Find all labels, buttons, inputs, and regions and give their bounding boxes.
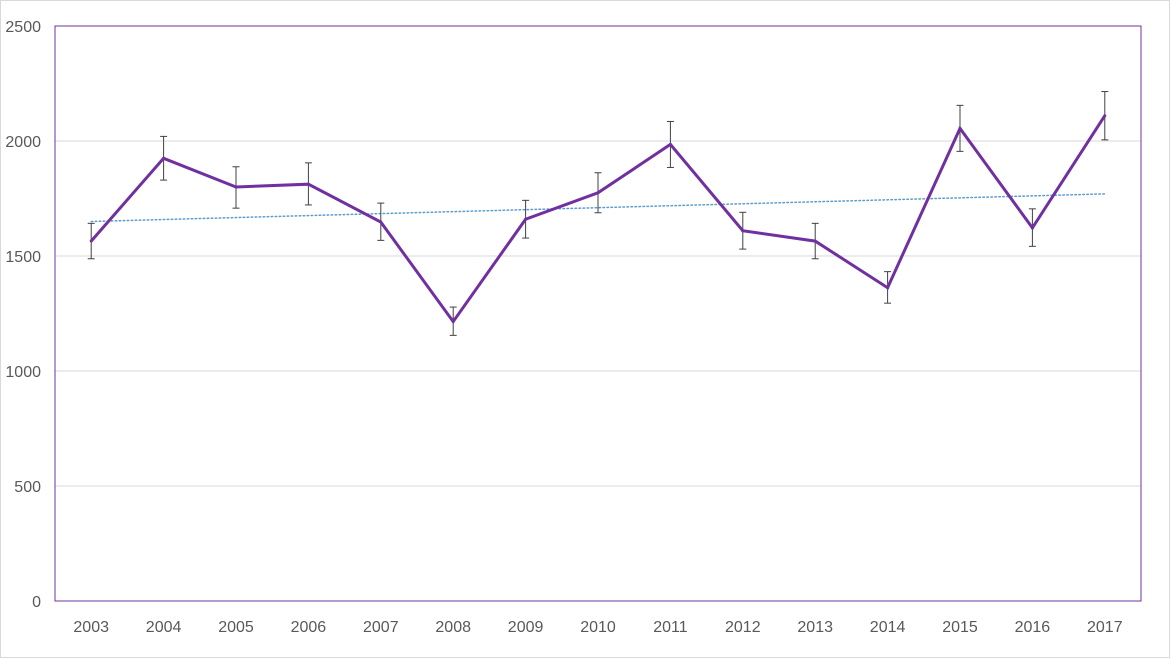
y-tick-label-2000: 2000 xyxy=(5,134,41,151)
y-tick-label-1000: 1000 xyxy=(5,364,41,381)
data-point-2005 xyxy=(234,185,238,189)
data-point-2014 xyxy=(886,286,890,290)
y-tick-label-2500: 2500 xyxy=(5,19,41,36)
error-bars-layer xyxy=(87,91,1109,336)
x-tick-label-2003: 2003 xyxy=(73,619,109,636)
x-tick-label-2007: 2007 xyxy=(363,619,399,636)
x-tick-label-2006: 2006 xyxy=(291,619,327,636)
data-point-2013 xyxy=(813,239,817,243)
y-axis-tick-labels: 0 500 1000 1500 2000 2500 xyxy=(5,19,41,611)
x-axis-tick-labels: 2003 2004 2005 2006 2007 2008 2009 2010 2011 2012… xyxy=(73,619,1122,636)
y-tick-label-500: 500 xyxy=(14,479,41,496)
data-point-2010 xyxy=(596,191,600,195)
x-tick-label-2004: 2004 xyxy=(146,619,182,636)
gridlines xyxy=(55,25,1141,487)
data-point-2016 xyxy=(1030,226,1034,230)
x-tick-label-2005: 2005 xyxy=(218,619,254,636)
x-tick-label-2016: 2016 xyxy=(1015,619,1051,636)
data-point-2007 xyxy=(379,220,383,224)
x-tick-label-2008: 2008 xyxy=(435,619,471,636)
x-tick-label-2017: 2017 xyxy=(1087,619,1123,636)
series-line xyxy=(90,114,1107,325)
plot-area-border xyxy=(54,25,1142,602)
y-tick-label-1500: 1500 xyxy=(5,249,41,266)
x-tick-label-2013: 2013 xyxy=(797,619,833,636)
y-tick-label-0: 0 xyxy=(32,594,41,611)
data-point-2003 xyxy=(89,239,93,243)
x-tick-label-2015: 2015 xyxy=(942,619,978,636)
data-point-2015 xyxy=(958,126,962,130)
trendline-layer xyxy=(90,193,1106,223)
data-point-2006 xyxy=(306,182,310,186)
data-point-2009 xyxy=(524,217,528,221)
data-point-2004 xyxy=(162,156,166,160)
data-point-2011 xyxy=(668,142,672,146)
trendline xyxy=(90,193,1106,223)
series-layer xyxy=(89,114,1107,325)
x-tick-label-2012: 2012 xyxy=(725,619,761,636)
x-tick-label-2011: 2011 xyxy=(653,619,688,636)
x-tick-label-2009: 2009 xyxy=(508,619,544,636)
data-point-2012 xyxy=(741,229,745,233)
data-point-2017 xyxy=(1103,114,1107,118)
x-tick-label-2010: 2010 xyxy=(580,619,616,636)
x-tick-label-2014: 2014 xyxy=(870,619,906,636)
data-point-2008 xyxy=(451,320,455,324)
